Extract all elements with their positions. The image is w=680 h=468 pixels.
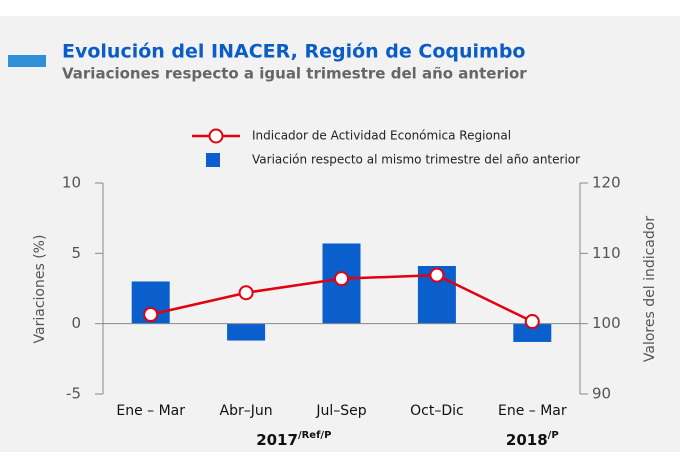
y2-axis-title: Valores del indicador	[642, 216, 658, 362]
group-year: 2017	[256, 431, 298, 449]
chart-subtitle: Variaciones respecto a igual trimestre d…	[62, 65, 527, 83]
y-tick-label: -5	[66, 385, 81, 403]
group-label: 2017/Ref/P	[256, 430, 331, 449]
y-tick-label: 0	[71, 314, 81, 332]
group-label: 2018/P	[506, 430, 559, 449]
bar	[513, 323, 552, 342]
line-marker	[143, 307, 159, 323]
y2-tick-label: 110	[592, 244, 621, 262]
line-marker	[524, 314, 540, 330]
x-tick-label: Jul–Sep	[315, 403, 366, 419]
x-tick-label: Oct–Dic	[410, 403, 464, 419]
y-tick-label: 10	[62, 174, 81, 192]
y-axis-title: Variaciones (%)	[32, 235, 48, 344]
y2-tick-label: 100	[592, 314, 621, 332]
line-marker	[429, 267, 445, 283]
group-note: /P	[548, 430, 559, 441]
legend-label: Variación respecto al mismo trimestre de…	[252, 153, 580, 167]
group-year: 2018	[506, 431, 548, 449]
y2-tick-label: 120	[592, 174, 621, 192]
line-marker	[334, 271, 349, 287]
legend-label: Indicador de Actividad Económica Regiona…	[252, 129, 511, 143]
panel	[0, 16, 680, 452]
legend-swatch	[206, 153, 220, 167]
x-tick-label: Ene – Mar	[116, 403, 185, 419]
legend-marker	[208, 128, 224, 144]
chart-title: Evolución del INACER, Región de Coquimbo	[62, 41, 525, 63]
title-icon	[8, 55, 46, 67]
x-tick-label: Ene – Mar	[498, 403, 567, 419]
line-marker	[238, 285, 254, 301]
y2-tick-label: 90	[592, 385, 611, 403]
y-tick-label: 5	[71, 244, 81, 262]
x-tick-label: Abr–Jun	[220, 403, 273, 419]
group-note: /Ref/P	[298, 430, 331, 441]
bar	[227, 323, 266, 341]
